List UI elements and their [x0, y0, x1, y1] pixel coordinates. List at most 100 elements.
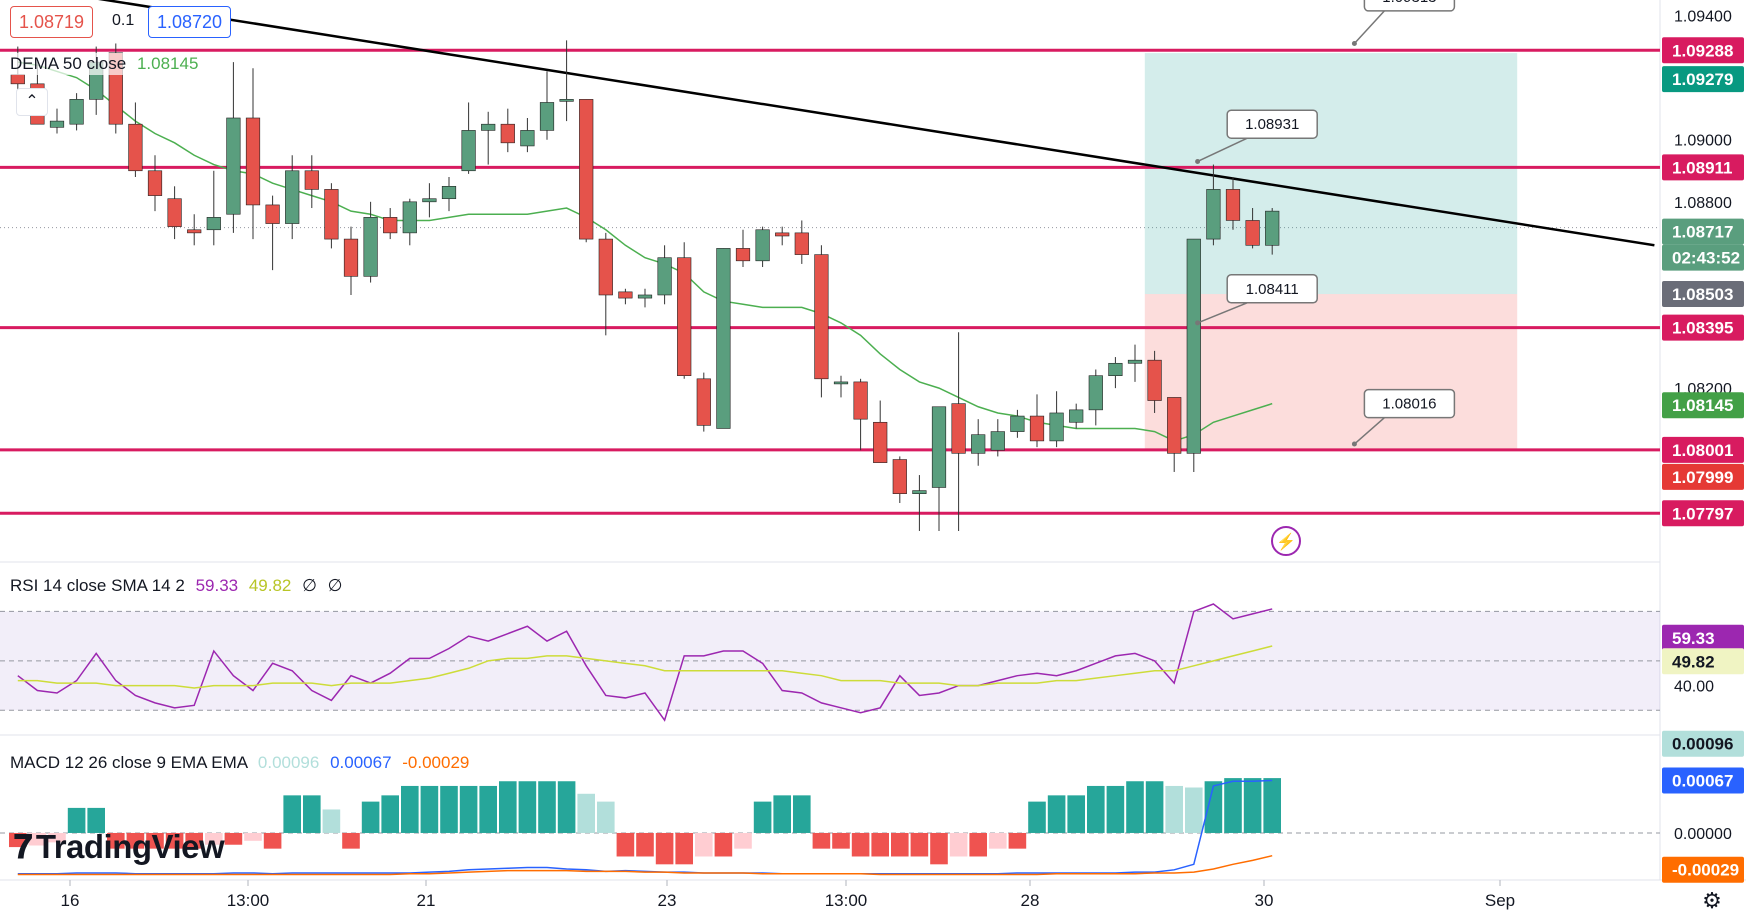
candle-body	[912, 490, 927, 494]
price-axis-label	[1662, 37, 1744, 64]
rsi-legend-value: 59.33	[195, 576, 239, 595]
macd-axis-label	[1662, 856, 1744, 883]
candle-body	[853, 381, 868, 420]
price-axis-label-text: 1.07797	[1672, 504, 1733, 523]
price-axis-label-text: 1.07999	[1672, 468, 1733, 487]
macd-signal-line	[17, 854, 1273, 876]
callout-text: 1.09313	[1382, 0, 1436, 6]
price-axis-label-text: 02:43:52	[1672, 249, 1740, 268]
macd-histogram-bar	[499, 781, 517, 833]
macd-histogram-bar	[87, 807, 105, 833]
x-tick-label: 13:00	[825, 891, 868, 910]
candle-body	[128, 123, 143, 172]
macd-histogram-bar	[1185, 787, 1203, 833]
candle-body	[1225, 189, 1241, 221]
macd-histogram-bar	[734, 832, 752, 849]
candle-body	[559, 99, 574, 102]
candle-body	[1088, 375, 1103, 411]
macd-histogram-bar	[361, 801, 380, 833]
callout-box	[1363, 388, 1456, 419]
bid-price-box[interactable]: 1.08719	[10, 6, 94, 38]
rsi-legend-label: RSI 14 close SMA 14 2	[10, 576, 185, 595]
macd-histogram-bar	[1126, 781, 1144, 833]
callout-text: 1.08411	[1246, 281, 1299, 298]
callout-text: 1.08931	[1245, 116, 1299, 133]
candle-body	[49, 120, 65, 128]
candle-body	[657, 257, 672, 296]
callout-pointer	[1353, 417, 1385, 445]
collapse-legend-button[interactable]: ⌃	[16, 88, 48, 116]
macd-legend-signal: -0.00029	[402, 753, 470, 772]
macd-histogram-bar	[1165, 785, 1183, 833]
x-tick-label: Sep	[1485, 891, 1515, 910]
macd-y-tick-label: 0.00000	[1674, 826, 1732, 843]
macd-legend[interactable]: MACD 12 26 close 9 EMA EMA 0.00096 0.000…	[6, 752, 473, 774]
callout-pointer	[1353, 10, 1385, 44]
y-tick-label: 1.09400	[1674, 9, 1732, 26]
macd-axis-label-text: 0.00067	[1672, 771, 1733, 790]
candle-body	[1186, 238, 1201, 454]
macd-histogram-bar	[891, 832, 909, 857]
candle-body	[971, 434, 986, 454]
candle-body	[1029, 415, 1045, 442]
macd-histogram-bar	[675, 832, 693, 865]
candle-body	[285, 170, 300, 224]
macd-histogram-bar	[479, 785, 497, 833]
candle-body	[794, 232, 809, 255]
candle-body	[618, 291, 633, 299]
macd-histogram-bar	[126, 832, 145, 849]
candle-body	[402, 201, 417, 234]
candle-body	[1245, 220, 1260, 246]
macd-histogram-bar	[322, 809, 341, 833]
rsi-legend-extra2: ∅	[327, 576, 343, 595]
candle-body	[461, 130, 476, 172]
callout-text: 1.08016	[1382, 396, 1436, 413]
rsi-sma-line	[17, 645, 1273, 689]
y-tick-label: 1.08800	[1674, 195, 1732, 212]
macd-histogram-bar	[538, 781, 556, 833]
macd-histogram-bar	[1204, 781, 1223, 833]
ask-price-box[interactable]: 1.08720	[148, 6, 232, 38]
candle-body	[245, 117, 261, 206]
candle-body	[167, 198, 182, 227]
macd-histogram-bar	[381, 795, 399, 833]
price-axis-label-text: 1.08001	[1672, 441, 1733, 460]
candle-body	[1010, 415, 1025, 432]
candle-body	[1069, 409, 1084, 423]
macd-histogram-bar	[283, 795, 301, 833]
macd-histogram-bar	[342, 832, 360, 849]
price-axis-label	[1662, 392, 1744, 419]
macd-axis-label-text: 0.00096	[1672, 735, 1733, 754]
price-axis-label	[1662, 500, 1744, 527]
dema-legend[interactable]: DEMA 50 close 1.08145	[6, 53, 203, 75]
macd-legend-hist: 0.00096	[257, 753, 320, 772]
candle-body	[716, 248, 731, 429]
macd-histogram-bar	[401, 785, 419, 833]
rsi-axis-label-text: 59.33	[1672, 629, 1715, 648]
macd-histogram-bar	[910, 832, 929, 857]
callout-anchor	[1195, 158, 1201, 164]
price-axis-label-text: 1.09279	[1672, 70, 1733, 89]
rsi-sma-axis-label	[1662, 648, 1744, 675]
candle-body	[383, 217, 398, 234]
macd-histogram-bar	[1263, 778, 1281, 833]
settings-gear-icon[interactable]: ⚙	[1702, 888, 1722, 913]
dema-legend-label: DEMA 50 close	[10, 54, 127, 73]
candle-body	[775, 232, 790, 237]
macd-histogram-bar	[67, 807, 86, 833]
candle-body	[833, 381, 849, 385]
macd-histogram-bar	[146, 832, 164, 849]
x-tick-label: 30	[1255, 891, 1274, 910]
tradingview-logo-icon: 𝟕	[14, 828, 32, 865]
rsi-legend[interactable]: RSI 14 close SMA 14 2 59.33 49.82 ∅ ∅	[6, 575, 347, 597]
candle-body	[343, 238, 359, 277]
macd-histogram-bar	[1067, 795, 1085, 833]
rsi-y-tick-label: 40.00	[1674, 679, 1714, 696]
macd-histogram-bar	[1243, 778, 1262, 833]
macd-histogram-bar	[812, 832, 831, 849]
price-axis-label	[1662, 436, 1744, 463]
macd-histogram-bar	[636, 832, 654, 857]
callout-box	[1226, 274, 1318, 304]
x-tick-label: 23	[658, 891, 677, 910]
